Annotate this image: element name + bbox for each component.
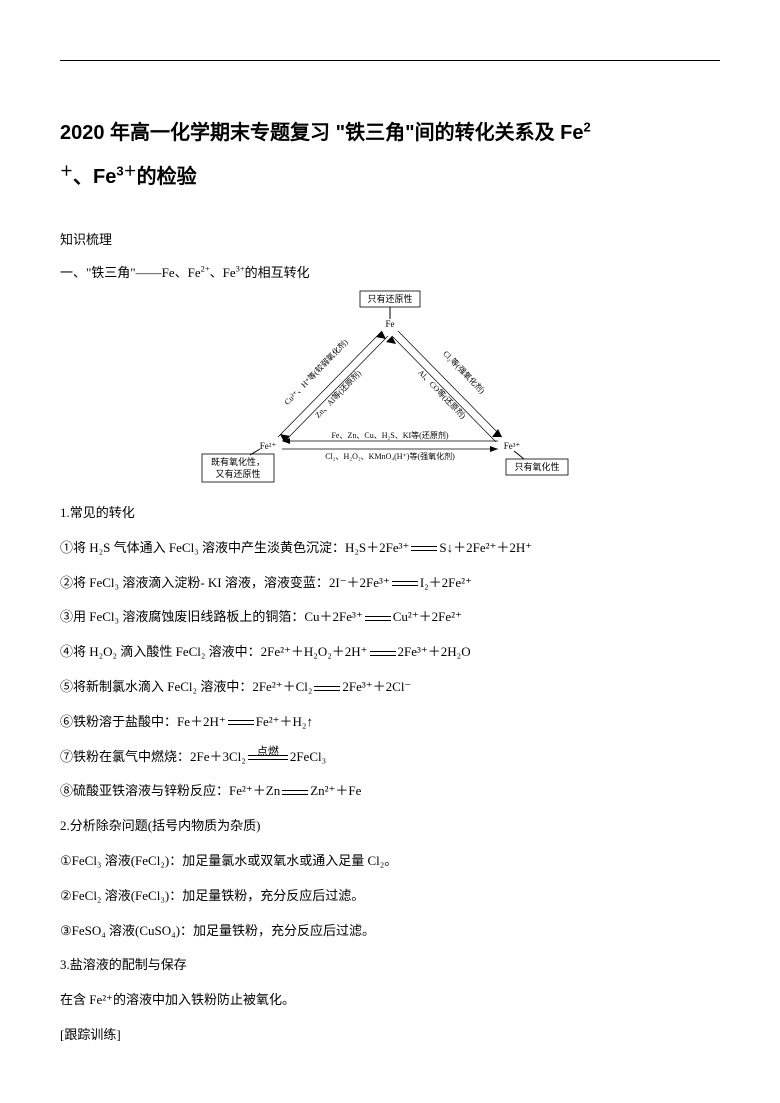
document-title: 2020 年高一化学期末专题复习 "铁三角"间的转化关系及 Fe2 ＋、Fe3＋… [60,111,720,199]
title-sup2: 2 [583,119,590,134]
title-sep: 、Fe [73,166,116,188]
sec1-sup3: 3+ [236,264,245,274]
section-1-heading: 一、"铁三角"——Fe、Fe2+、Fe3+的相互转化 [60,262,720,281]
purify-2: ②FeCl₂ 溶液(FeCl₃)：加足量铁粉，充分反应后过滤。 [60,886,720,907]
eq-icon [392,581,418,586]
r1a: ①将 H₂S 气体通入 FeCl₃ 溶液中产生淡黄色沉淀：H₂S＋2Fe³⁺ [60,540,409,555]
reaction-2: ②将 FeCl₃ 溶液滴入淀粉- KI 溶液，溶液变蓝：2I⁻＋2Fe³⁺ I₂＋… [60,573,720,594]
r5a: ⑤将新制氯水滴入 FeCl₂ 溶液中：2Fe²⁺＋Cl₂ [60,679,312,694]
eq-icon [282,790,308,795]
r3b: Cu²⁺＋2Fe²⁺ [393,609,462,624]
title-plus1: ＋ [60,163,73,178]
eq-icon [314,686,340,691]
svg-text:Fe: Fe [386,319,395,329]
page: 2020 年高一化学期末专题复习 "铁三角"间的转化关系及 Fe2 ＋、Fe3＋… [0,0,780,1100]
eq-icon [411,546,437,551]
storage-1: 在含 Fe²⁺的溶液中加入铁粉防止被氧化。 [60,990,720,1011]
r8a: ⑧硫酸亚铁溶液与锌粉反应：Fe²⁺＋Zn [60,783,280,798]
svg-text:既有氧化性，: 既有氧化性， [211,456,265,467]
reaction-5: ⑤将新制氯水滴入 FeCl₂ 溶液中：2Fe²⁺＋Cl₂ 2Fe³⁺＋2Cl⁻ [60,677,720,698]
triangle-svg: 只有还原性 Fe Fe²⁺ Fe³⁺ Cu²⁺、H⁺等(较弱氧化剂) Zn [200,289,580,489]
r6a: ⑥铁粉溶于盐酸中：Fe＋2H⁺ [60,714,226,729]
r6b: Fe²⁺＋H₂↑ [256,714,313,729]
svg-text:Fe³⁺: Fe³⁺ [504,441,521,451]
r4a: ④将 H₂O₂ 滴入酸性 FeCl₂ 溶液中：2Fe²⁺＋H₂O₂＋2H⁺ [60,644,368,659]
r3a: ③用 FeCl₃ 溶液腐蚀废旧线路板上的铜箔：Cu＋2Fe³⁺ [60,609,363,624]
svg-text:Cl₂等(强氧化剂): Cl₂等(强氧化剂) [441,348,487,395]
track-training: [跟踪训练] [60,1025,720,1046]
eq-icon [370,651,396,656]
title-line1: 2020 年高一化学期末专题复习 "铁三角"间的转化关系及 Fe [60,122,583,144]
purify-1: ①FeCl₃ 溶液(FeCl₂)：加足量氯水或双氧水或通入足量 Cl₂。 [60,851,720,872]
r7b: 2FeCl₃ [290,749,326,764]
reaction-4: ④将 H₂O₂ 滴入酸性 FeCl₂ 溶液中：2Fe²⁺＋H₂O₂＋2H⁺ 2Fe… [60,642,720,663]
eq-icon [365,616,391,621]
reaction-8: ⑧硫酸亚铁溶液与锌粉反应：Fe²⁺＋Zn Zn²⁺＋Fe [60,781,720,802]
r4b: 2Fe³⁺＋2H₂O [398,644,471,659]
title-tail: 的检验 [137,166,197,188]
heading-2: 2.分析除杂问题(括号内物质为杂质) [60,816,720,837]
r1b: S↓＋2Fe²⁺＋2H⁺ [439,540,532,555]
sec1-sup2: 2+ [201,264,210,274]
r2a: ②将 FeCl₃ 溶液滴入淀粉- KI 溶液，溶液变蓝：2I⁻＋2Fe³⁺ [60,575,390,590]
svg-text:Cl₂、H₂O₂、KMnO₄(H⁺)等(强氧化剂): Cl₂、H₂O₂、KMnO₄(H⁺)等(强氧化剂) [325,451,455,461]
iron-triangle-diagram: 只有还原性 Fe Fe²⁺ Fe³⁺ Cu²⁺、H⁺等(较弱氧化剂) Zn [60,289,720,489]
reaction-1: ①将 H₂S 气体通入 FeCl₃ 溶液中产生淡黄色沉淀：H₂S＋2Fe³⁺ S↓… [60,538,720,559]
heading-3: 3.盐溶液的配制与保存 [60,955,720,976]
svg-text:只有还原性: 只有还原性 [367,293,412,304]
purify-3: ③FeSO₄ 溶液(CuSO₄)：加足量铁粉，充分反应后过滤。 [60,921,720,942]
eq-icon [228,720,254,725]
r2b: I₂＋2Fe²⁺ [420,575,472,590]
r7a: ⑦铁粉在氯气中燃烧：2Fe＋3Cl₂ [60,749,246,764]
sec1-b: 、Fe [210,265,236,280]
svg-text:Fe²⁺: Fe²⁺ [260,441,277,451]
svg-text:Fe、Zn、Cu、H₂S、KI等(还原剂): Fe、Zn、Cu、H₂S、KI等(还原剂) [331,430,448,440]
reaction-3: ③用 FeCl₃ 溶液腐蚀废旧线路板上的铜箔：Cu＋2Fe³⁺ Cu²⁺＋2Fe²… [60,607,720,628]
svg-text:又有还原性: 又有还原性 [215,468,260,479]
top-rule [60,60,720,61]
title-sup3: 3＋ [116,163,136,178]
svg-text:只有氧化性: 只有氧化性 [514,461,559,472]
r7cond: 点燃 [248,744,288,762]
r5b: 2Fe³⁺＋2Cl⁻ [342,679,411,694]
eq-icon-condition: 点燃 [248,755,288,760]
sec1-c: 的相互转化 [245,265,310,280]
knowledge-label: 知识梳理 [60,229,720,248]
reaction-6: ⑥铁粉溶于盐酸中：Fe＋2H⁺ Fe²⁺＋H₂↑ [60,712,720,733]
reaction-7: ⑦铁粉在氯气中燃烧：2Fe＋3Cl₂点燃2FeCl₃ [60,747,720,768]
r8b: Zn²⁺＋Fe [310,783,361,798]
sec1-a: 一、"铁三角"——Fe、Fe [60,265,201,280]
heading-1: 1.常见的转化 [60,503,720,524]
